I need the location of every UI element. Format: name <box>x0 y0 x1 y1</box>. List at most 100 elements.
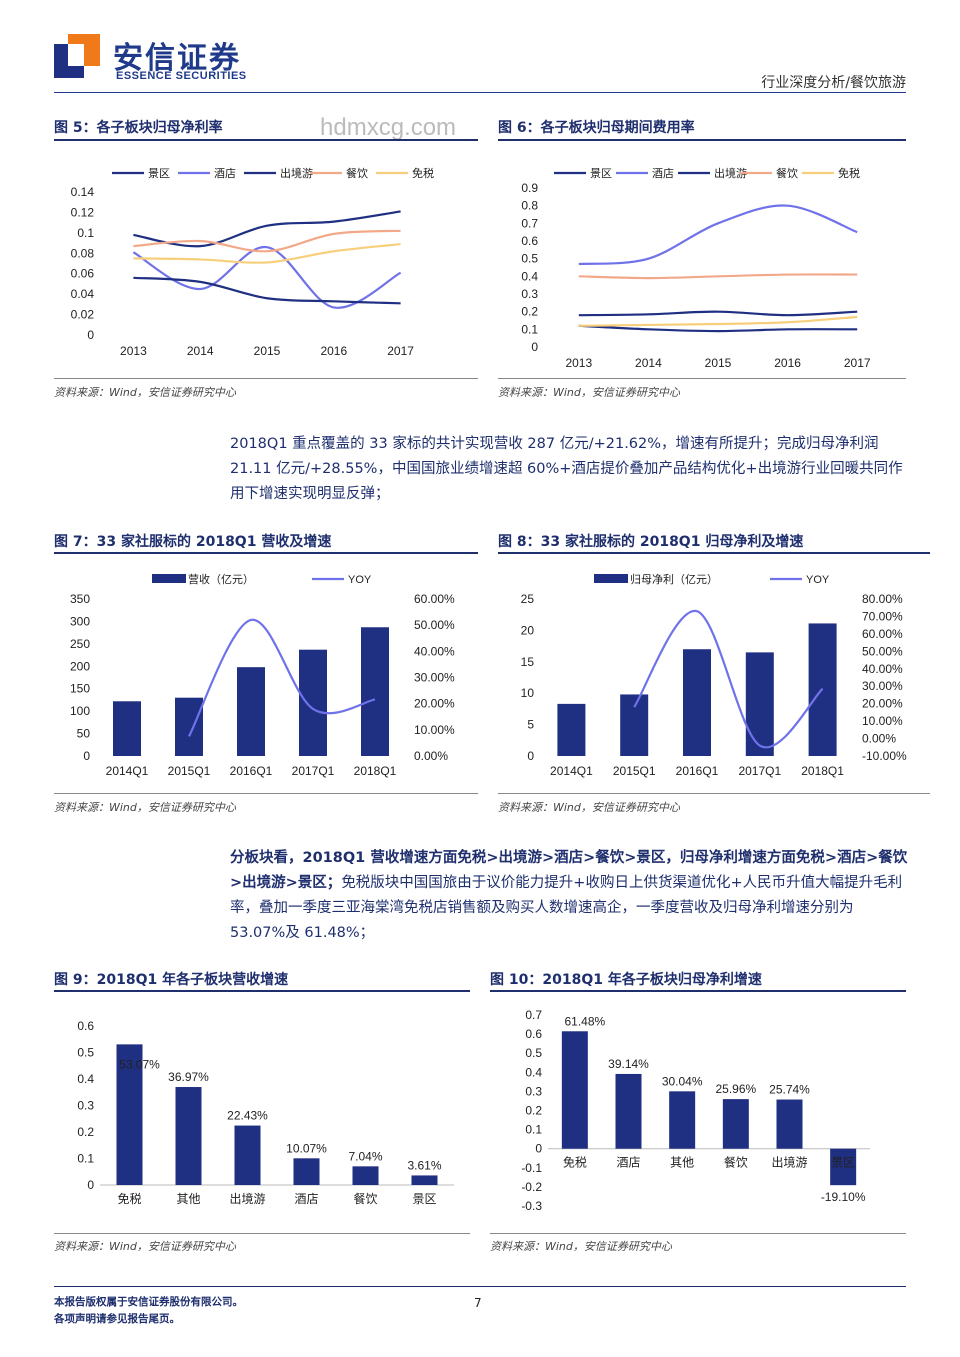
x-tick-label: 餐饮 <box>353 1191 377 1206</box>
fig9-source-rule <box>54 1233 470 1234</box>
fig10-chart: -0.3 -0.2 -0.1 0 0.1 0.2 0.3 0.4 0.5 0.6 0.7 61.48%… <box>521 1008 870 1213</box>
y-tick-label: 0 <box>87 1178 94 1192</box>
x-tick-label: 出境游 <box>229 1191 265 1206</box>
y-tick-label: 0 <box>87 328 94 342</box>
bar <box>722 1099 749 1149</box>
fig5-chart: 0 0.02 0.04 0.06 0.08 0.1 0.12 0.14 2013 2014 2015… <box>71 166 434 358</box>
y2-tick-label: 20.00% <box>862 697 903 711</box>
yoy-line <box>633 610 824 749</box>
footer-rule <box>54 1286 906 1287</box>
fig7-title: 图 7：33 家社服标的 2018Q1 营收及增速 <box>54 534 332 550</box>
series-line <box>578 310 858 317</box>
y-tick-label: 0.1 <box>77 1152 94 1166</box>
header-rule <box>54 92 906 93</box>
bar <box>830 1148 857 1186</box>
y2-tick-label: 50.00% <box>862 644 903 658</box>
legend-label: 景区 <box>590 167 612 180</box>
series-line <box>133 210 401 248</box>
y-tick-label: 0 <box>535 1142 542 1156</box>
company-logo-icon <box>54 34 100 78</box>
data-label: 22.43% <box>227 1109 268 1123</box>
y-tick-label: 0.04 <box>71 287 95 301</box>
x-tick-label: 2016Q1 <box>230 764 273 778</box>
data-label: 53.07% <box>119 1057 160 1071</box>
bar <box>237 667 265 756</box>
x-tick-label: 出境游 <box>771 1155 807 1170</box>
y-tick-label: 0.3 <box>77 1099 94 1113</box>
x-tick-label: 2017 <box>844 356 871 370</box>
y-tick-label: 0.1 <box>521 322 538 336</box>
bar <box>299 649 327 756</box>
y-tick-label: -0.3 <box>521 1199 542 1213</box>
x-tick-label: 2017Q1 <box>292 764 335 778</box>
bar <box>561 1031 588 1149</box>
y-tick-label: 0.9 <box>521 181 538 195</box>
fig10-title-rule <box>490 990 906 992</box>
fig8-source: 资料来源：Wind，安信证券研究中心 <box>498 801 680 814</box>
x-tick-label: 酒店 <box>616 1156 640 1170</box>
x-tick-label: 免税 <box>117 1191 141 1206</box>
report-section-label: 行业深度分析/餐饮旅游 <box>761 75 906 91</box>
x-tick-label: 免税 <box>563 1155 587 1170</box>
fig6-source-rule <box>498 378 906 379</box>
x-tick-label: 2013 <box>120 344 147 358</box>
series-line <box>578 315 858 327</box>
legend-label: 酒店 <box>214 166 236 180</box>
y-tick-label: 0.6 <box>77 1019 94 1033</box>
data-label: 25.96% <box>715 1082 756 1096</box>
data-label: 3.61% <box>407 1158 441 1172</box>
series-line <box>578 204 858 266</box>
fig7-source-rule <box>54 793 478 794</box>
y-tick-label: 0.8 <box>521 199 538 213</box>
x-tick-label: 2017Q1 <box>738 764 781 778</box>
data-label: 25.74% <box>769 1083 810 1097</box>
bar <box>361 627 389 756</box>
x-tick-label: 2018Q1 <box>354 764 397 778</box>
y2-tick-label: 0.00% <box>862 732 896 746</box>
y-tick-label: 0.06 <box>71 267 95 281</box>
y-tick-label: 350 <box>70 592 90 606</box>
x-tick-label: 2017 <box>387 344 414 358</box>
x-tick-label: 2018Q1 <box>801 764 844 778</box>
fig6-title: 图 6：各子板块归母期间费用率 <box>498 120 695 136</box>
fig10-source: 资料来源：Wind，安信证券研究中心 <box>490 1240 672 1253</box>
y-tick-label: 0.2 <box>525 1104 542 1118</box>
legend-label: 酒店 <box>652 166 674 180</box>
y-tick-label: 50 <box>77 727 91 741</box>
y2-tick-label: 20.00% <box>414 697 455 711</box>
y-tick-label: 0 <box>531 340 538 354</box>
x-tick-label: 2015 <box>705 356 732 370</box>
data-label: 30.04% <box>662 1074 703 1088</box>
yoy-line <box>188 618 376 737</box>
y-tick-label: 0.2 <box>521 305 538 319</box>
fig5-source-rule <box>54 378 478 379</box>
y-tick-label: 0.6 <box>521 234 538 248</box>
x-tick-label: 2015Q1 <box>613 764 656 778</box>
y-tick-label: 0.4 <box>77 1072 94 1086</box>
y-tick-label: 200 <box>70 659 90 673</box>
y-tick-label: 100 <box>70 704 90 718</box>
footer-copyright: 本报告版权属于安信证券股份有限公司。 <box>54 1296 243 1308</box>
legend-label: 餐饮 <box>776 166 798 180</box>
y-tick-label: 150 <box>70 682 90 696</box>
legend-label: 免税 <box>838 166 860 180</box>
x-tick-label: 2014 <box>187 344 214 358</box>
paragraph-2-body: 免税版块中国国旅由于议价能力提升+收购日上供货渠道优化+人民币升值大幅提升毛利率… <box>230 875 903 941</box>
bar <box>620 694 649 756</box>
y2-tick-label: 40.00% <box>414 644 455 658</box>
y2-tick-label: 10.00% <box>414 723 455 737</box>
y2-tick-label: 0.00% <box>414 749 448 763</box>
x-tick-label: 2016 <box>320 344 347 358</box>
fig8-chart: 0 5 10 15 20 25 -10.00% 0.00% 10.00% 20.00% 30.00%… <box>521 572 907 778</box>
x-tick-label: 2015Q1 <box>168 764 211 778</box>
legend-label: 景区 <box>148 167 170 180</box>
x-tick-label: 2013 <box>565 356 592 370</box>
y2-tick-label: 70.00% <box>862 609 903 623</box>
series-line <box>578 273 858 280</box>
fig6-chart: 0 0.1 0.2 0.3 0.4 0.5 0.6 0.7 0.8 0.9 2013 2014 2015… <box>521 166 871 370</box>
x-tick-label: 其他 <box>176 1192 200 1206</box>
legend-label: YOY <box>348 574 372 586</box>
fig9-title-rule <box>54 990 470 992</box>
y-tick-label: 0.08 <box>71 246 95 260</box>
fig10-title: 图 10：2018Q1 年各子板块归母净利增速 <box>490 972 762 988</box>
